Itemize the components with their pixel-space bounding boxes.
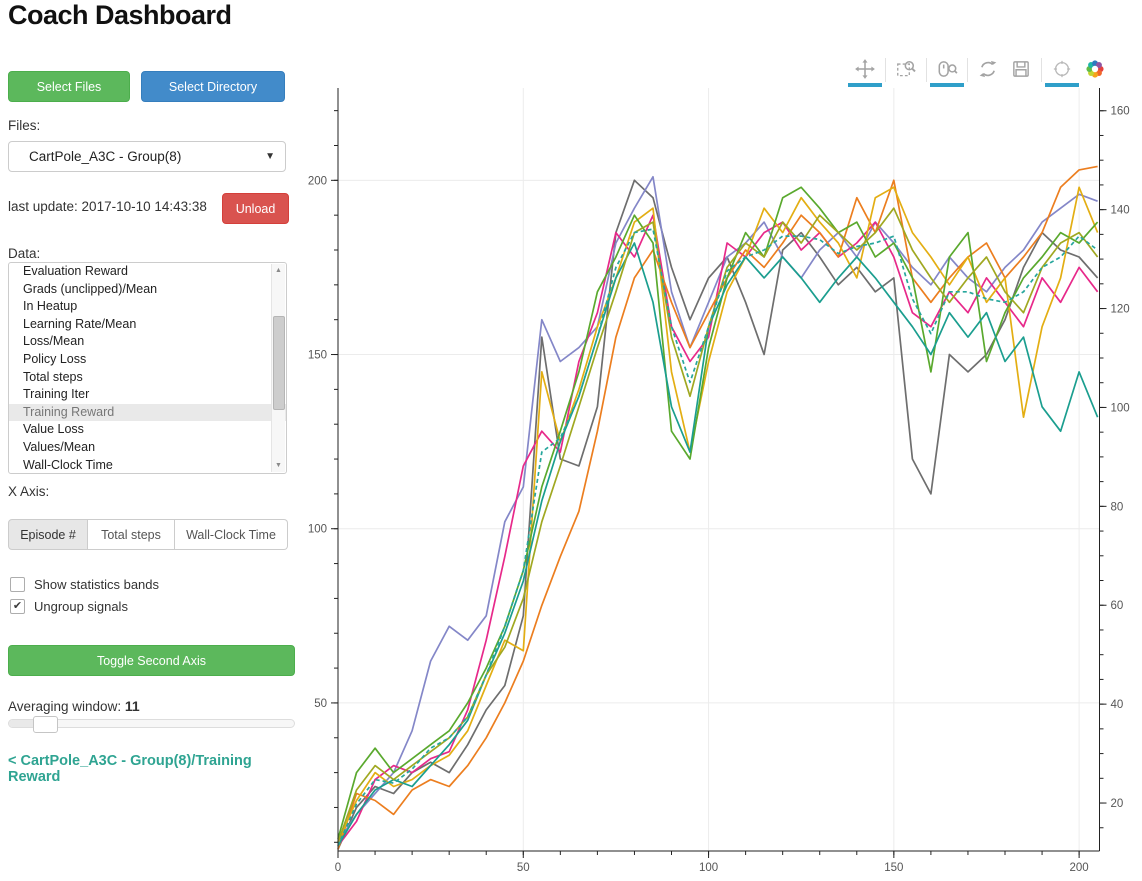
show-statistics-bands-label: Show statistics bands <box>34 577 160 592</box>
y-right-tick-label: 80 <box>1111 501 1124 513</box>
reset-tool-button[interactable] <box>975 56 1001 88</box>
toolbar-separator <box>885 58 886 82</box>
data-list-item[interactable]: Grads (unclipped)/Mean <box>23 281 158 296</box>
x-tick-label: 150 <box>884 862 903 874</box>
show-statistics-bands-checkbox[interactable] <box>10 577 25 592</box>
data-label: Data: <box>8 246 41 261</box>
data-list-item[interactable]: Learning Rate/Mean <box>23 316 137 331</box>
active-tool-underline <box>930 83 964 87</box>
series-run-2-purple <box>337 175 1098 843</box>
data-list-item[interactable]: Evaluation Reward <box>23 264 128 278</box>
y-left-tick-label: 50 <box>314 698 327 710</box>
scroll-down-icon[interactable]: ▼ <box>275 462 282 469</box>
data-list-item[interactable]: Values/Mean <box>23 439 96 454</box>
x-tick-label: 100 <box>699 862 718 874</box>
save-tool-button[interactable] <box>1008 56 1034 88</box>
chart-panel: 0 50 100 150 200 50 100 150 200 20 40 60 80 100 120 140… <box>308 52 1142 881</box>
hover-tool-button[interactable] <box>1045 56 1079 88</box>
data-list-item[interactable]: Training Reward <box>9 403 286 422</box>
data-list-item[interactable]: Loss/Mean <box>23 334 85 349</box>
ungroup-signals-row[interactable]: ✔ Ungroup signals <box>10 599 128 614</box>
data-list-item[interactable]: Wall-Clock Time <box>23 457 113 472</box>
y-right-tick-label: 160 <box>1111 106 1130 118</box>
page-title: Coach Dashboard <box>8 0 232 30</box>
last-update-text: last update: 2017-10-10 14:43:38 <box>8 199 207 214</box>
x-axis-tab-episode-[interactable]: Episode # <box>8 519 88 550</box>
bokeh-toolbar <box>848 56 1108 90</box>
data-list-scrollbar[interactable]: ▲ ▼ <box>271 264 285 472</box>
files-dropdown[interactable]: CartPole_A3C - Group(8) ▼ <box>8 141 286 172</box>
show-statistics-bands-row[interactable]: Show statistics bands <box>10 577 159 592</box>
series-run-6-green <box>337 186 1099 840</box>
files-dropdown-value: CartPole_A3C - Group(8) <box>29 149 182 164</box>
y-right-tick-label: 20 <box>1111 798 1124 810</box>
y-right-tick-label: 40 <box>1111 699 1124 711</box>
data-list[interactable]: Evaluation Reward Grads (unclipped)/Mean I… <box>8 262 287 474</box>
x-axis-tab-wall-clock-time[interactable]: Wall-Clock Time <box>175 519 288 550</box>
scrollbar-thumb[interactable] <box>273 316 285 410</box>
y-right-tick-label: 60 <box>1111 600 1124 612</box>
series-run-7-teal <box>337 242 1099 847</box>
series-run-1-gray <box>337 179 1099 850</box>
y-left-tick-label: 100 <box>308 524 327 536</box>
y-right-tick-label: 140 <box>1111 205 1130 217</box>
chevron-down-icon: ▼ <box>265 151 275 162</box>
toolbar-separator <box>1041 58 1042 82</box>
box-zoom-tool-button[interactable] <box>893 56 919 88</box>
y-left-tick-label: 200 <box>308 175 327 187</box>
x-tick-label: 0 <box>335 862 341 874</box>
x-axis-label: X Axis: <box>8 484 50 499</box>
y-left-tick-label: 150 <box>308 350 327 362</box>
x-tick-label: 200 <box>1070 862 1089 874</box>
data-list-items: Evaluation Reward Grads (unclipped)/Mean I… <box>9 263 286 473</box>
x-axis-tab-group: Episode # Total steps Wall-Clock Time <box>8 519 288 550</box>
data-list-item[interactable]: Training Iter <box>23 387 90 402</box>
y-right-tick-label: 100 <box>1111 402 1130 414</box>
averaging-window-value: 11 <box>124 698 140 714</box>
x-axis-tab-total-steps[interactable]: Total steps <box>88 519 175 550</box>
wheel-zoom-tool-button[interactable] <box>930 56 964 88</box>
series-run-5-gold <box>337 186 1099 843</box>
series-run-3-magenta <box>337 214 1099 847</box>
bokeh-logo[interactable] <box>1082 56 1108 88</box>
ungroup-signals-checkbox[interactable]: ✔ <box>10 599 25 614</box>
x-tick-label: 50 <box>517 862 530 874</box>
ungroup-signals-label: Ungroup signals <box>34 599 128 614</box>
data-list-item[interactable]: Value Loss <box>23 422 84 437</box>
unload-button[interactable]: Unload <box>222 193 289 224</box>
averaging-window-label: Averaging window: 11 <box>8 698 140 714</box>
data-list-item[interactable]: Total steps <box>23 369 83 384</box>
toolbar-separator <box>967 58 968 82</box>
toggle-second-axis-button[interactable]: Toggle Second Axis <box>8 645 295 676</box>
slider-thumb[interactable] <box>33 716 58 733</box>
series-group-mean <box>337 228 1099 847</box>
data-list-item[interactable]: In Heatup <box>23 299 78 314</box>
averaging-window-slider[interactable] <box>8 716 295 733</box>
data-list-item[interactable]: Policy Loss <box>23 351 87 366</box>
active-tool-underline <box>848 83 882 87</box>
sidebar: Select Files Select Directory Files: Car… <box>0 0 300 881</box>
active-tool-underline <box>1045 83 1079 87</box>
breadcrumb-link[interactable]: < CartPole_A3C - Group(8)/Training Rewar… <box>8 753 252 785</box>
files-label: Files: <box>8 118 41 133</box>
select-files-button[interactable]: Select Files <box>8 71 130 102</box>
select-directory-button[interactable]: Select Directory <box>141 71 285 102</box>
slider-fill <box>9 720 41 727</box>
toolbar-separator <box>926 58 927 82</box>
y-right-tick-label: 120 <box>1111 304 1130 316</box>
scroll-up-icon[interactable]: ▲ <box>275 267 282 274</box>
pan-tool-button[interactable] <box>848 56 882 88</box>
training-reward-plot[interactable]: 0 50 100 150 200 50 100 150 200 20 40 60 80 100 120 140… <box>300 82 1142 881</box>
